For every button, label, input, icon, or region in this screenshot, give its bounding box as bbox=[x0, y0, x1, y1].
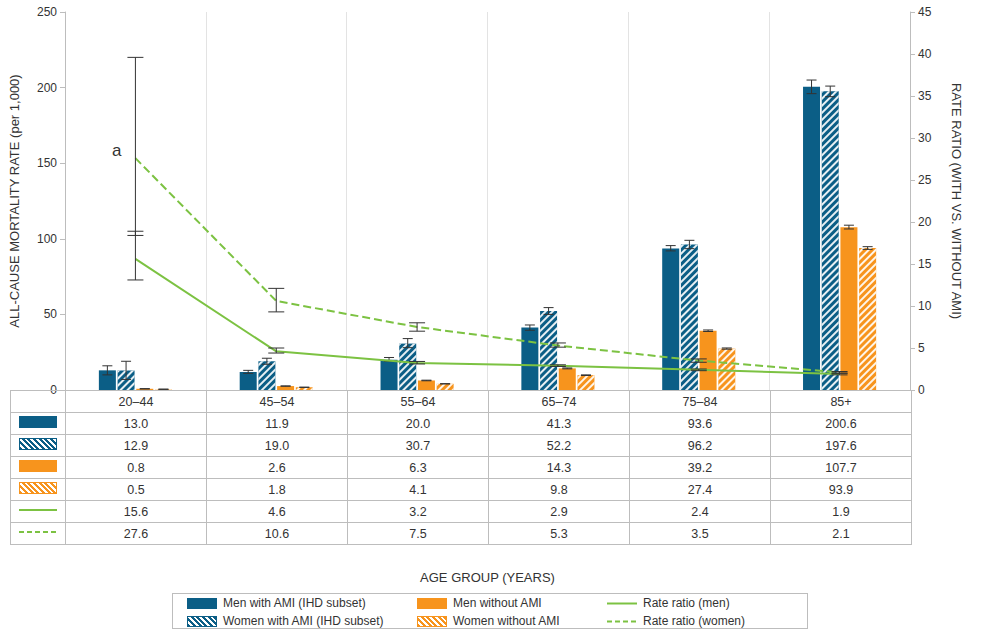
html-text:27.6: 27.6 bbox=[123, 526, 149, 541]
html-text:96.2: 96.2 bbox=[687, 438, 713, 453]
svg-text:5: 5 bbox=[918, 341, 925, 355]
svg-text:0: 0 bbox=[50, 383, 57, 397]
svg-text:45: 45 bbox=[918, 5, 932, 19]
svg-text:30: 30 bbox=[918, 131, 932, 145]
html-text:Men without AMI: Men without AMI bbox=[453, 596, 542, 610]
svg-text:10: 10 bbox=[918, 299, 932, 313]
svg-text:50: 50 bbox=[44, 307, 58, 321]
html-text:2.4: 2.4 bbox=[691, 504, 709, 519]
html-text:7.5: 7.5 bbox=[409, 526, 427, 541]
svg-text:0: 0 bbox=[918, 383, 925, 397]
html-text:41.3: 41.3 bbox=[546, 416, 572, 431]
html-text:2.6: 2.6 bbox=[268, 460, 286, 475]
svg-text:100: 100 bbox=[37, 232, 57, 246]
html-text:Men with AMI (IHD subset): Men with AMI (IHD subset) bbox=[223, 596, 366, 610]
svg-text:40: 40 bbox=[918, 47, 932, 61]
svg-text:15: 15 bbox=[918, 257, 932, 271]
html-text:65–74: 65–74 bbox=[541, 394, 577, 409]
html-text:45–54: 45–54 bbox=[259, 394, 295, 409]
html-text:2.9: 2.9 bbox=[550, 504, 568, 519]
html-text:93.9: 93.9 bbox=[828, 482, 854, 497]
svg-text:a: a bbox=[112, 141, 122, 160]
html-text:Rate ratio (men): Rate ratio (men) bbox=[643, 596, 730, 610]
html-text:13.0: 13.0 bbox=[123, 416, 149, 431]
html-text:Rate ratio (women): Rate ratio (women) bbox=[643, 614, 745, 628]
html-text:85+: 85+ bbox=[830, 394, 852, 409]
svg-text:ALL-CAUSE MORTALITY RATE (per: ALL-CAUSE MORTALITY RATE (per 1,000) bbox=[7, 74, 22, 327]
html-text:93.6: 93.6 bbox=[687, 416, 713, 431]
html-text:1.9: 1.9 bbox=[832, 504, 850, 519]
html-text:4.1: 4.1 bbox=[409, 482, 427, 497]
html-text:3.5: 3.5 bbox=[691, 526, 709, 541]
svg-text:35: 35 bbox=[918, 89, 932, 103]
html-text:3.2: 3.2 bbox=[409, 504, 427, 519]
html-text:2.1: 2.1 bbox=[832, 526, 850, 541]
html-text:200.6: 200.6 bbox=[825, 416, 857, 431]
html-text:12.9: 12.9 bbox=[123, 438, 149, 453]
html-text:30.7: 30.7 bbox=[405, 438, 431, 453]
html-text:197.6: 197.6 bbox=[825, 438, 857, 453]
html-text:Women without AMI: Women without AMI bbox=[453, 614, 560, 628]
svg-text:20: 20 bbox=[918, 215, 932, 229]
html-text:6.3: 6.3 bbox=[409, 460, 427, 475]
html-text:Women with AMI (IHD subset): Women with AMI (IHD subset) bbox=[223, 614, 384, 628]
html-text:27.4: 27.4 bbox=[687, 482, 713, 497]
html-text:52.2: 52.2 bbox=[546, 438, 572, 453]
html-text:20–44: 20–44 bbox=[118, 394, 154, 409]
html-text:0.5: 0.5 bbox=[127, 482, 145, 497]
html-text:19.0: 19.0 bbox=[264, 438, 290, 453]
svg-text:250: 250 bbox=[37, 5, 57, 19]
html-text:0.8: 0.8 bbox=[127, 460, 145, 475]
svg-text:25: 25 bbox=[918, 173, 932, 187]
html-text:55–64: 55–64 bbox=[400, 394, 436, 409]
svg-text:RATE RATIO (WITH VS. WITHOUT A: RATE RATIO (WITH VS. WITHOUT AMI) bbox=[949, 83, 964, 319]
html-text:75–84: 75–84 bbox=[682, 394, 718, 409]
html-text:11.9: 11.9 bbox=[265, 416, 289, 431]
html-text:4.6: 4.6 bbox=[268, 504, 286, 519]
html-text:14.3: 14.3 bbox=[546, 460, 572, 475]
svg-text:200: 200 bbox=[37, 81, 57, 95]
html-text:15.6: 15.6 bbox=[123, 504, 149, 519]
svg-text:150: 150 bbox=[37, 156, 57, 170]
html-text:AGE GROUP (YEARS): AGE GROUP (YEARS) bbox=[420, 570, 555, 585]
html-text:5.3: 5.3 bbox=[550, 526, 568, 541]
html-text:20.0: 20.0 bbox=[405, 416, 431, 431]
html-text:1.8: 1.8 bbox=[268, 482, 286, 497]
html-text:39.2: 39.2 bbox=[687, 460, 713, 475]
html-text:107.7: 107.7 bbox=[825, 460, 857, 475]
html-text:9.8: 9.8 bbox=[550, 482, 568, 497]
html-text:10.6: 10.6 bbox=[264, 526, 290, 541]
